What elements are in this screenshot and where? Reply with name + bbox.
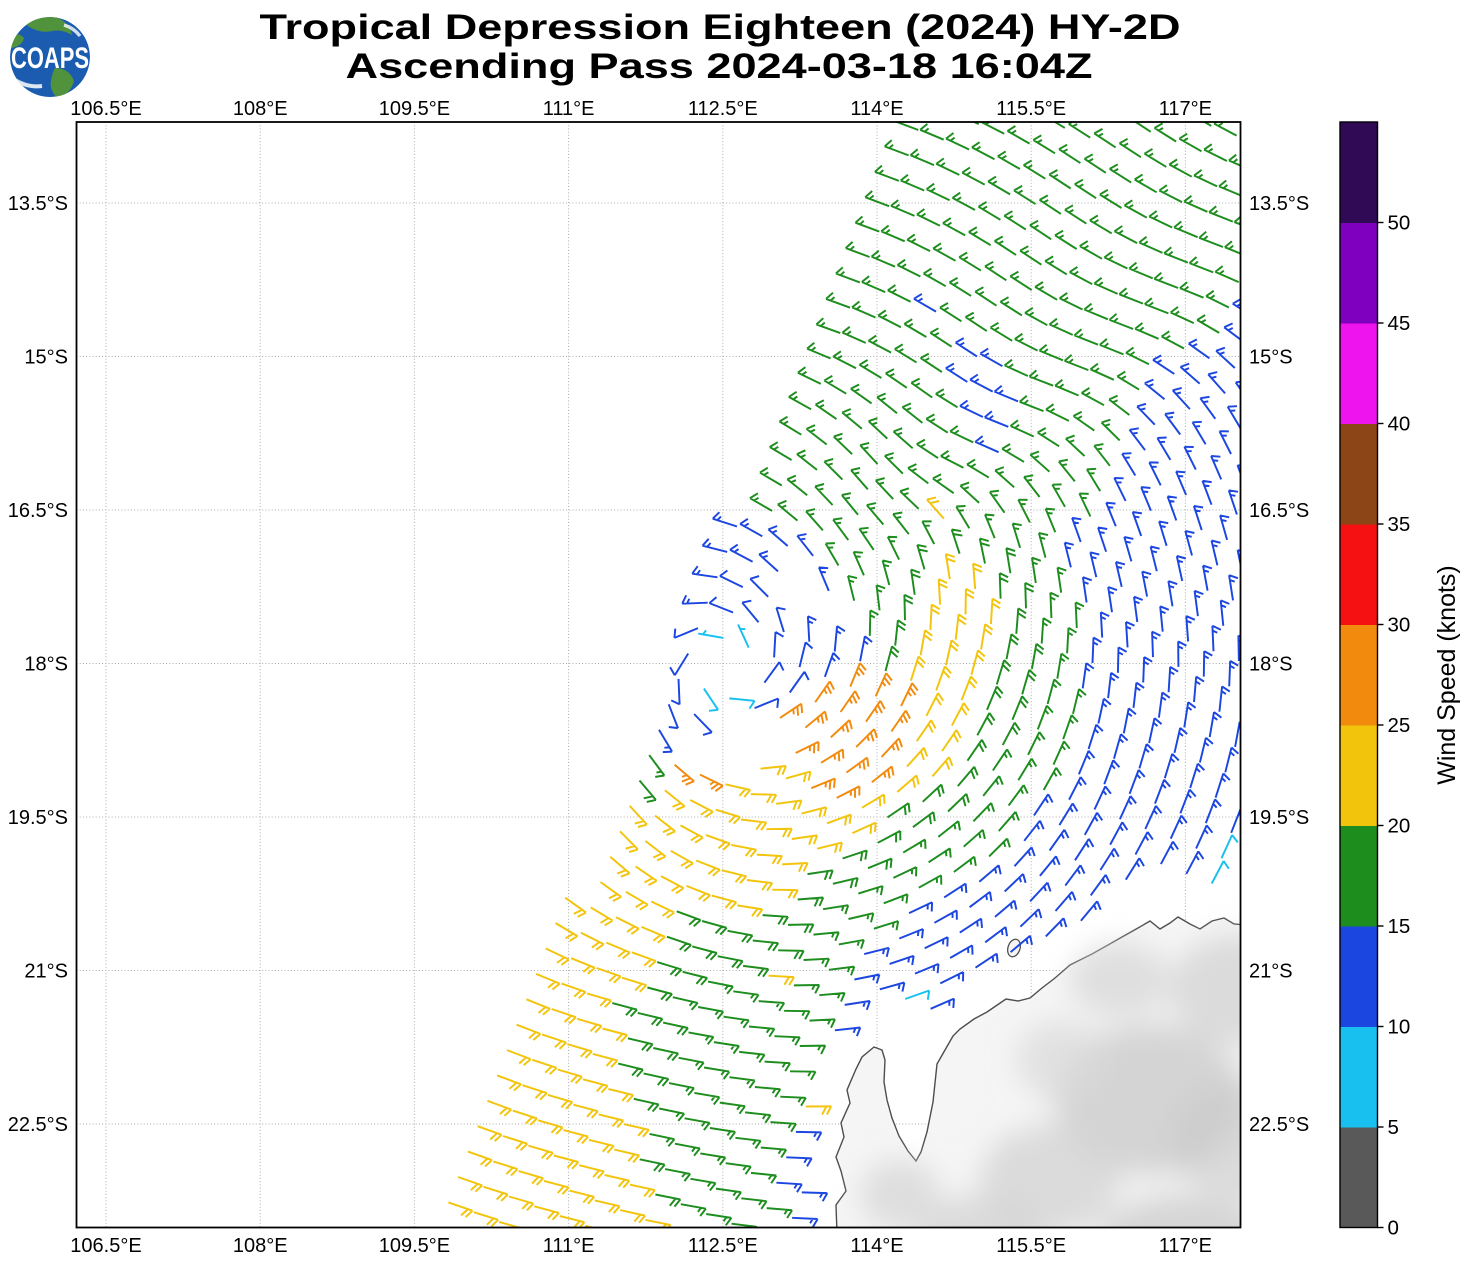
svg-text:5: 5 <box>1388 1116 1399 1139</box>
svg-text:15°S: 15°S <box>1249 347 1293 369</box>
svg-text:115.5°E: 115.5°E <box>996 1235 1066 1257</box>
svg-text:10: 10 <box>1388 1016 1411 1039</box>
svg-text:16.5°S: 16.5°S <box>8 500 68 522</box>
svg-text:111°E: 111°E <box>543 1235 595 1257</box>
svg-text:45: 45 <box>1388 312 1411 335</box>
svg-text:16.5°S: 16.5°S <box>1249 500 1309 522</box>
svg-text:21°S: 21°S <box>24 961 68 983</box>
svg-text:111°E: 111°E <box>543 98 595 120</box>
svg-text:35: 35 <box>1388 513 1411 536</box>
svg-text:117°E: 117°E <box>1159 1235 1212 1257</box>
svg-text:COAPS: COAPS <box>11 42 89 75</box>
svg-text:18°S: 18°S <box>24 654 68 676</box>
svg-text:115.5°E: 115.5°E <box>996 98 1066 120</box>
svg-text:18°S: 18°S <box>1249 654 1293 676</box>
svg-text:25: 25 <box>1388 714 1411 737</box>
svg-text:106.5°E: 106.5°E <box>70 1235 141 1257</box>
svg-text:15°S: 15°S <box>24 347 68 369</box>
svg-text:22.5°S: 22.5°S <box>8 1114 68 1136</box>
svg-text:112.5°E: 112.5°E <box>688 98 758 120</box>
svg-text:112.5°E: 112.5°E <box>688 1235 758 1257</box>
svg-text:13.5°S: 13.5°S <box>1249 193 1309 215</box>
svg-text:40: 40 <box>1388 413 1411 436</box>
svg-text:114°E: 114°E <box>850 98 903 120</box>
svg-text:30: 30 <box>1388 614 1411 637</box>
svg-text:22.5°S: 22.5°S <box>1249 1114 1309 1136</box>
svg-text:19.5°S: 19.5°S <box>1249 807 1309 829</box>
svg-text:21°S: 21°S <box>1249 961 1293 983</box>
svg-text:50: 50 <box>1388 212 1411 235</box>
svg-text:20: 20 <box>1388 815 1411 838</box>
svg-text:108°E: 108°E <box>233 98 288 120</box>
svg-text:15: 15 <box>1388 915 1411 938</box>
svg-text:Wind Speed (knots): Wind Speed (knots) <box>1433 565 1461 785</box>
svg-text:Ascending Pass 2024-03-18 16:0: Ascending Pass 2024-03-18 16:04Z <box>346 47 1093 86</box>
svg-text:19.5°S: 19.5°S <box>8 807 68 829</box>
svg-text:114°E: 114°E <box>850 1235 903 1257</box>
svg-text:117°E: 117°E <box>1159 98 1212 120</box>
svg-text:Tropical Depression Eighteen (: Tropical Depression Eighteen (2024) HY-2… <box>260 8 1181 47</box>
svg-text:109.5°E: 109.5°E <box>379 1235 450 1257</box>
svg-text:109.5°E: 109.5°E <box>379 98 450 120</box>
svg-text:108°E: 108°E <box>233 1235 288 1257</box>
svg-text:13.5°S: 13.5°S <box>8 193 68 215</box>
svg-text:106.5°E: 106.5°E <box>70 98 141 120</box>
svg-text:0: 0 <box>1388 1217 1399 1240</box>
